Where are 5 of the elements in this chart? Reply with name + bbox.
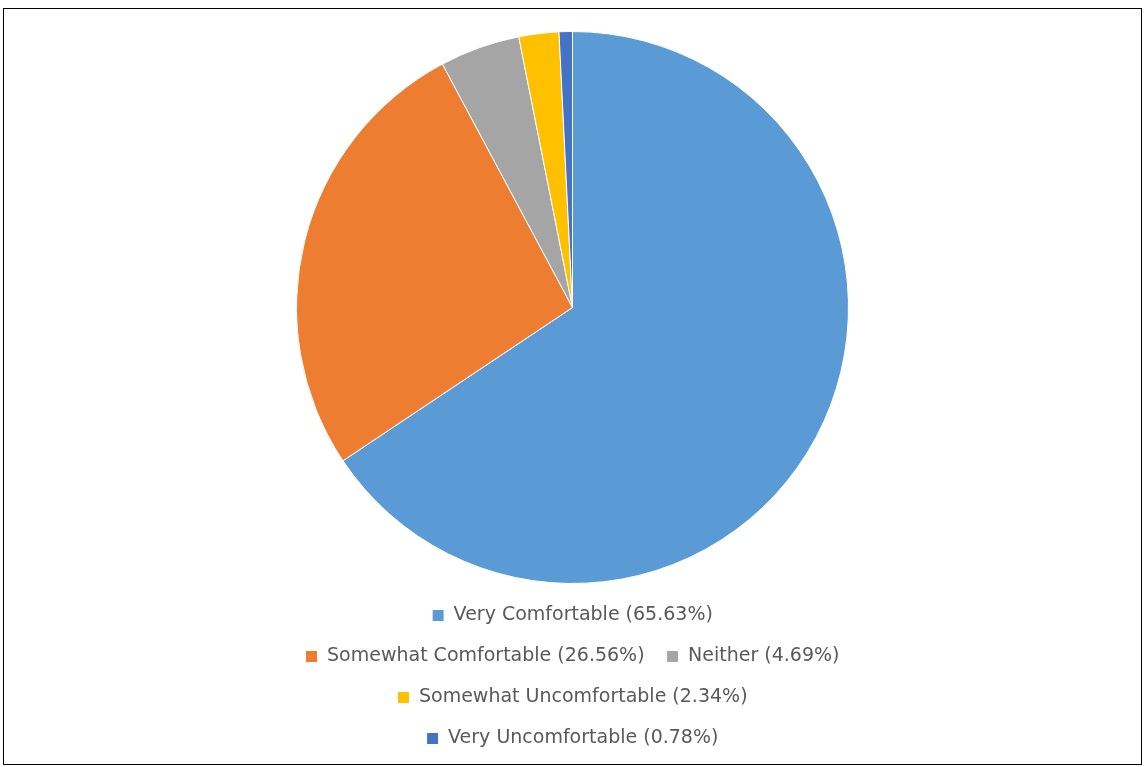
- legend-label: Very Comfortable (65.63%): [453, 602, 713, 625]
- legend-label: Somewhat Uncomfortable (2.34%): [418, 684, 748, 707]
- legend-label: Neither (4.69%): [688, 643, 840, 666]
- legend-label: Very Uncomfortable (0.78%): [448, 725, 719, 748]
- legend-label: Somewhat Comfortable (26.56%): [327, 643, 645, 666]
